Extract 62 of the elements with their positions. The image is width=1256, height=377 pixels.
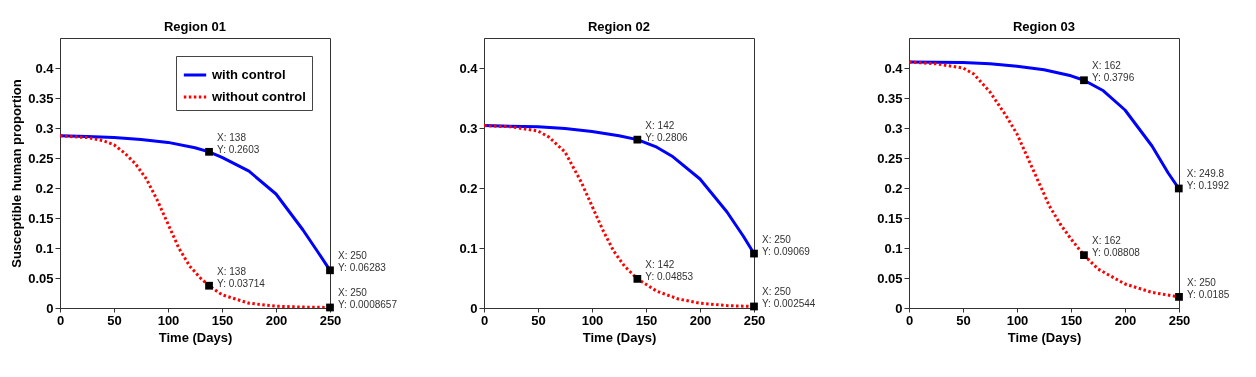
x-axis-title: Time (Days) [582,329,657,345]
annotation: X: 250 Y: 0.09069 [762,233,811,257]
x-tick-label: 200 [1114,312,1137,328]
x-tick-label: 0 [56,312,65,328]
x-tick-label: 200 [265,312,288,328]
x-tick-label: 0 [480,312,489,328]
x-tick-label: 50 [531,312,546,328]
annotation: X: 142 Y: 0.04853 [645,258,694,282]
y-tick-label: 0.25 [877,150,903,166]
y-tick-label: 0.15 [877,210,903,226]
y-tick-label: 0.3 [35,120,54,136]
legend-label: without control [211,89,306,104]
x-tick-label: 250 [319,312,342,328]
annotation: X: 162 Y: 0.3796 [1091,60,1135,84]
y-tick-label: 0.4 [884,60,904,76]
x-tick-label: 150 [211,312,234,328]
y-tick-label: 0.1 [884,240,903,256]
annotation: X: 138 Y: 0.2603 [217,131,260,155]
annotation: X: 138 Y: 0.03714 [217,265,266,289]
x-tick-label: 250 [1168,312,1191,328]
x-tick-label: 0 [905,312,914,328]
annotation: X: 162 Y: 0.08808 [1091,235,1141,259]
x-axis-title: Time (Days) [1007,329,1082,345]
x-tick-label: 150 [635,312,658,328]
y-tick-label: 0.05 [28,270,54,286]
y-tick-label: 0 [470,300,478,316]
x-axis-title: Time (Days) [158,329,233,345]
y-tick-label: 0.3 [459,120,478,136]
annotation: X: 142 Y: 0.2806 [645,119,689,143]
x-tick-label: 100 [157,312,180,328]
annotation: X: 250 Y: 0.0185 [1187,276,1230,300]
chart-title: Region 01 [163,19,227,34]
y-tick-label: 0.25 [28,150,54,166]
y-tick-label: 0.3 [884,120,903,136]
y-tick-label: 0 [46,300,54,316]
x-tick-label: 50 [956,312,971,328]
annotation: X: 250 Y: 0.0008657 [338,287,398,311]
x-tick-label: 100 [1006,312,1029,328]
x-tick-label: 150 [1060,312,1083,328]
y-axis-title: Susceptible human proportion [9,79,25,268]
y-tick-label: 0.2 [884,180,903,196]
legend-label: with control [211,67,286,82]
annotation: X: 249.8 Y: 0.1992 [1186,168,1230,192]
y-tick-label: 0.2 [459,180,478,196]
x-tick-label: 100 [581,312,604,328]
y-tick-label: 0.1 [459,240,478,256]
y-tick-label: 0.35 [877,90,903,106]
x-tick-label: 50 [107,312,122,328]
y-tick-label: 0.4 [459,60,479,76]
y-tick-label: 0.4 [35,60,55,76]
chart-title: Region 03 [1012,19,1076,34]
y-tick-label: 0.35 [28,90,54,106]
x-tick-label: 250 [743,312,766,328]
chart-title: Region 02 [587,19,651,34]
y-tick-label: 0.15 [28,210,54,226]
y-tick-label: 0.1 [35,240,54,256]
y-tick-label: 0 [895,300,903,316]
annotation: X: 250 Y: 0.002544 [762,286,816,310]
annotation: X: 250 Y: 0.06283 [338,250,387,274]
x-tick-label: 200 [689,312,712,328]
y-tick-label: 0.2 [35,180,54,196]
y-tick-label: 0.05 [877,270,903,286]
